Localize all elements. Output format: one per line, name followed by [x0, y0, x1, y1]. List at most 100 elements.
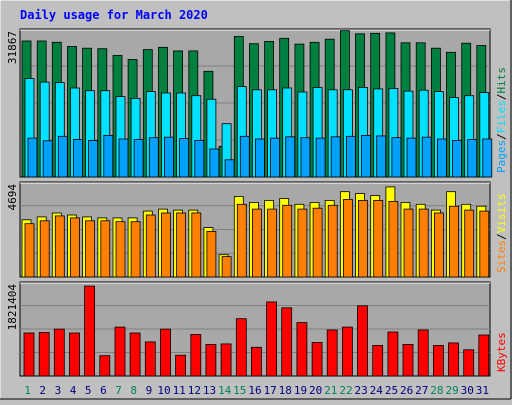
pages-bar — [73, 139, 83, 178]
day-label: 28 — [430, 384, 443, 397]
day-label: 18 — [279, 384, 292, 397]
sites-bar — [130, 221, 141, 278]
pages-bar — [467, 139, 478, 178]
sites-bar — [358, 199, 368, 278]
pages-bar — [103, 134, 114, 178]
kbytes-bar — [69, 332, 80, 377]
kbytes-bar — [311, 341, 323, 377]
kbytes-bar — [129, 332, 141, 377]
day-label: 2 — [39, 384, 46, 397]
day-label: 14 — [218, 384, 232, 397]
day-label: 24 — [370, 384, 384, 397]
sites-bar — [191, 212, 202, 278]
day-label: 1 — [24, 384, 31, 397]
chart-title: Daily usage for March 2020 — [20, 8, 208, 22]
kbytes-bar — [235, 318, 247, 377]
day-label: 25 — [385, 384, 398, 397]
sites-bar — [206, 230, 217, 278]
sites-bar — [388, 200, 399, 278]
kbytes-bar — [478, 334, 490, 377]
kbytes-bar — [190, 334, 202, 377]
sites-bar — [433, 212, 444, 278]
pages-bar — [285, 136, 296, 178]
kbytes-bar — [220, 343, 232, 377]
sites-bar — [267, 208, 278, 278]
pages-bar — [42, 140, 53, 178]
sites-bar — [418, 208, 429, 278]
sites-bar — [39, 220, 50, 278]
day-label: 17 — [264, 384, 277, 397]
day-label: 13 — [203, 384, 216, 397]
day-label: 3 — [55, 384, 62, 397]
legend-entry: / — [495, 133, 508, 140]
kbytes-bar — [326, 329, 338, 377]
kbytes-bar — [341, 326, 353, 377]
day-label: 23 — [354, 384, 367, 397]
sites-bar — [479, 210, 490, 278]
kbytes-bar — [23, 332, 35, 377]
sites-bar — [100, 220, 111, 278]
kbytes-bar — [205, 343, 217, 377]
pages-bar — [209, 148, 220, 178]
day-label: 27 — [415, 384, 428, 397]
kbytes-bar — [84, 285, 95, 377]
sites-bar — [327, 204, 338, 278]
pages-bar — [164, 136, 174, 178]
sites-bar — [403, 208, 414, 278]
day-label: 30 — [461, 384, 474, 397]
kbytes-bar — [281, 307, 293, 377]
kbytes-bar — [432, 344, 444, 377]
bandwidth-ymax-label: 1821404 — [6, 284, 19, 331]
kbytes-bar — [114, 326, 126, 377]
kbytes-bar — [144, 341, 156, 377]
sites-bar — [282, 204, 293, 278]
kbytes-bar — [417, 329, 429, 377]
legend-entry: Sites — [495, 240, 508, 273]
legend-entry: Visits — [495, 194, 508, 234]
kbytes-bar — [448, 342, 459, 377]
legend-entry: Files — [495, 100, 508, 133]
sites-bar — [464, 209, 475, 278]
pages-bar — [88, 139, 98, 178]
day-label: 8 — [130, 384, 137, 397]
kbytes-bar — [175, 354, 187, 377]
legend-entry: / — [495, 94, 508, 101]
sites-bar — [54, 215, 65, 278]
kbytes-bar — [372, 344, 384, 377]
visitors-legend: Sites/Visits — [495, 194, 508, 274]
day-label: 4 — [70, 384, 77, 397]
pages-bar — [361, 134, 371, 178]
pages-bar — [482, 138, 493, 178]
day-label: 21 — [324, 384, 337, 397]
pages-bar — [179, 138, 190, 178]
pages-bar — [239, 135, 250, 178]
sites-bar — [24, 223, 35, 278]
day-label: 26 — [400, 384, 413, 397]
sites-bar — [312, 207, 323, 278]
day-label: 9 — [146, 384, 153, 397]
legend-entry: Pages — [495, 140, 508, 173]
pages-bar — [330, 136, 341, 178]
pages-bar — [224, 159, 235, 178]
day-label: 12 — [188, 384, 201, 397]
day-label: 31 — [476, 384, 489, 397]
kbytes-bar — [99, 355, 111, 377]
legend-entry: Hits — [495, 67, 508, 94]
sites-bar — [236, 203, 247, 278]
pages-bar — [406, 137, 417, 178]
pages-bar — [376, 135, 387, 178]
kbytes-bar — [38, 332, 50, 377]
sites-bar — [342, 199, 353, 278]
legend-entry: / — [495, 233, 508, 240]
pages-bar — [27, 137, 38, 178]
pages-bar — [270, 137, 281, 178]
sites-bar — [251, 208, 262, 278]
day-label: 11 — [173, 384, 186, 397]
sites-bar — [145, 214, 156, 278]
sites-bar — [297, 208, 308, 278]
sites-bar — [373, 199, 384, 278]
kbytes-bar — [53, 328, 65, 377]
sites-bar — [70, 217, 80, 278]
